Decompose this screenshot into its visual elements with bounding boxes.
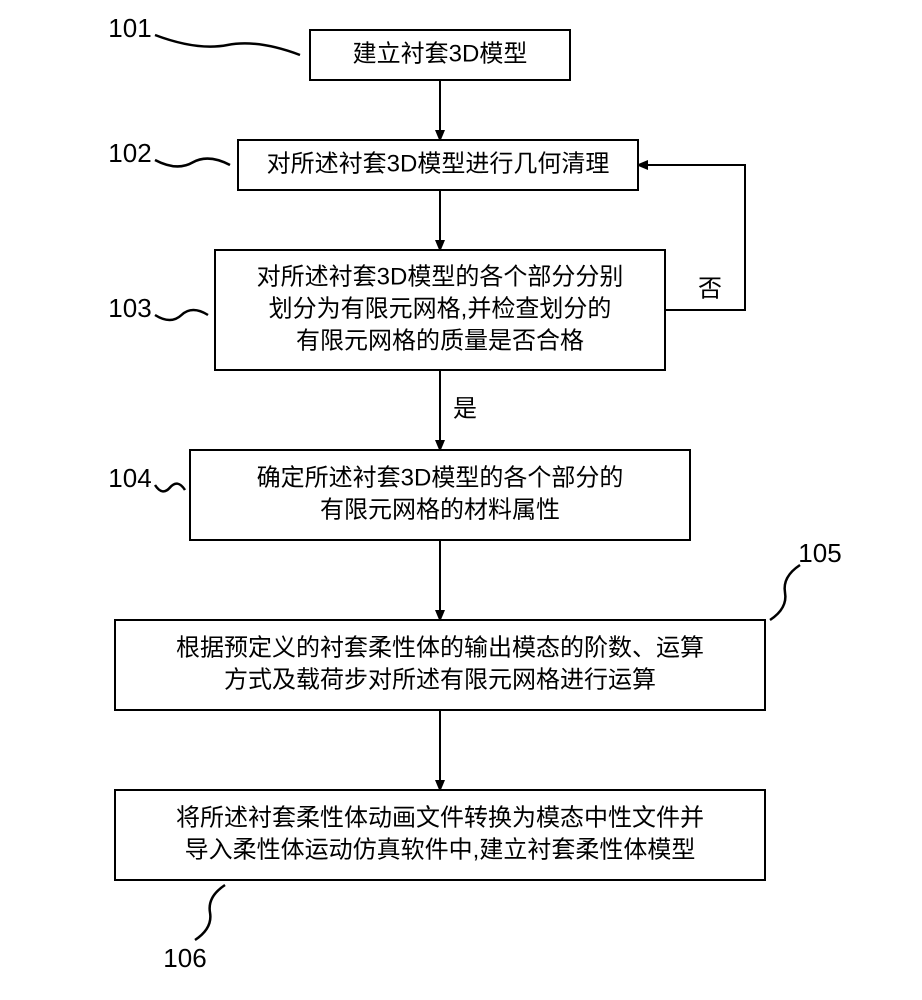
node-n3-line-0: 对所述衬套3D模型的各个部分分别 [257,263,624,290]
node-n2-line-0: 对所述衬套3D模型进行几何清理 [267,150,610,177]
squiggle-3 [155,484,185,492]
step-label-106: 106 [163,943,206,973]
node-n6: 将所述衬套柔性体动画文件转换为模态中性文件并导入柔性体运动仿真软件中,建立衬套柔… [115,790,765,880]
node-n1-line-0: 建立衬套3D模型 [353,40,528,67]
step-label-105: 105 [798,538,841,568]
node-n6-line-0: 将所述衬套柔性体动画文件转换为模态中性文件并 [176,804,704,831]
node-n5: 根据预定义的衬套柔性体的输出模态的阶数、运算方式及载荷步对所述有限元网格进行运算 [115,620,765,710]
node-n3: 对所述衬套3D模型的各个部分分别划分为有限元网格,并检查划分的有限元网格的质量是… [215,250,665,370]
squiggle-5 [195,885,225,940]
node-n4: 确定所述衬套3D模型的各个部分的有限元网格的材料属性 [190,450,690,540]
node-n6-line-1: 导入柔性体运动仿真软件中,建立衬套柔性体模型 [185,836,696,863]
node-n3-line-1: 划分为有限元网格,并检查划分的 [269,295,612,322]
edge-label-n3-n2: 否 [698,275,722,302]
node-n2: 对所述衬套3D模型进行几何清理 [238,140,638,190]
squiggle-1 [155,159,230,167]
node-n4-line-0: 确定所述衬套3D模型的各个部分的 [257,464,624,491]
step-label-104: 104 [108,463,151,493]
node-n5-line-1: 方式及载荷步对所述有限元网格进行运算 [224,666,656,693]
node-n5-line-0: 根据预定义的衬套柔性体的输出模态的阶数、运算 [176,634,704,661]
step-label-103: 103 [108,293,151,323]
squiggle-2 [155,310,208,320]
node-n4-line-1: 有限元网格的材料属性 [320,496,560,523]
step-label-102: 102 [108,138,151,168]
edge-label-n3-n4: 是 [453,395,477,422]
squiggle-4 [770,565,800,620]
node-n1: 建立衬套3D模型 [310,30,570,80]
step-label-101: 101 [108,13,151,43]
squiggle-0 [155,35,300,55]
node-n3-line-2: 有限元网格的质量是否合格 [296,327,584,354]
